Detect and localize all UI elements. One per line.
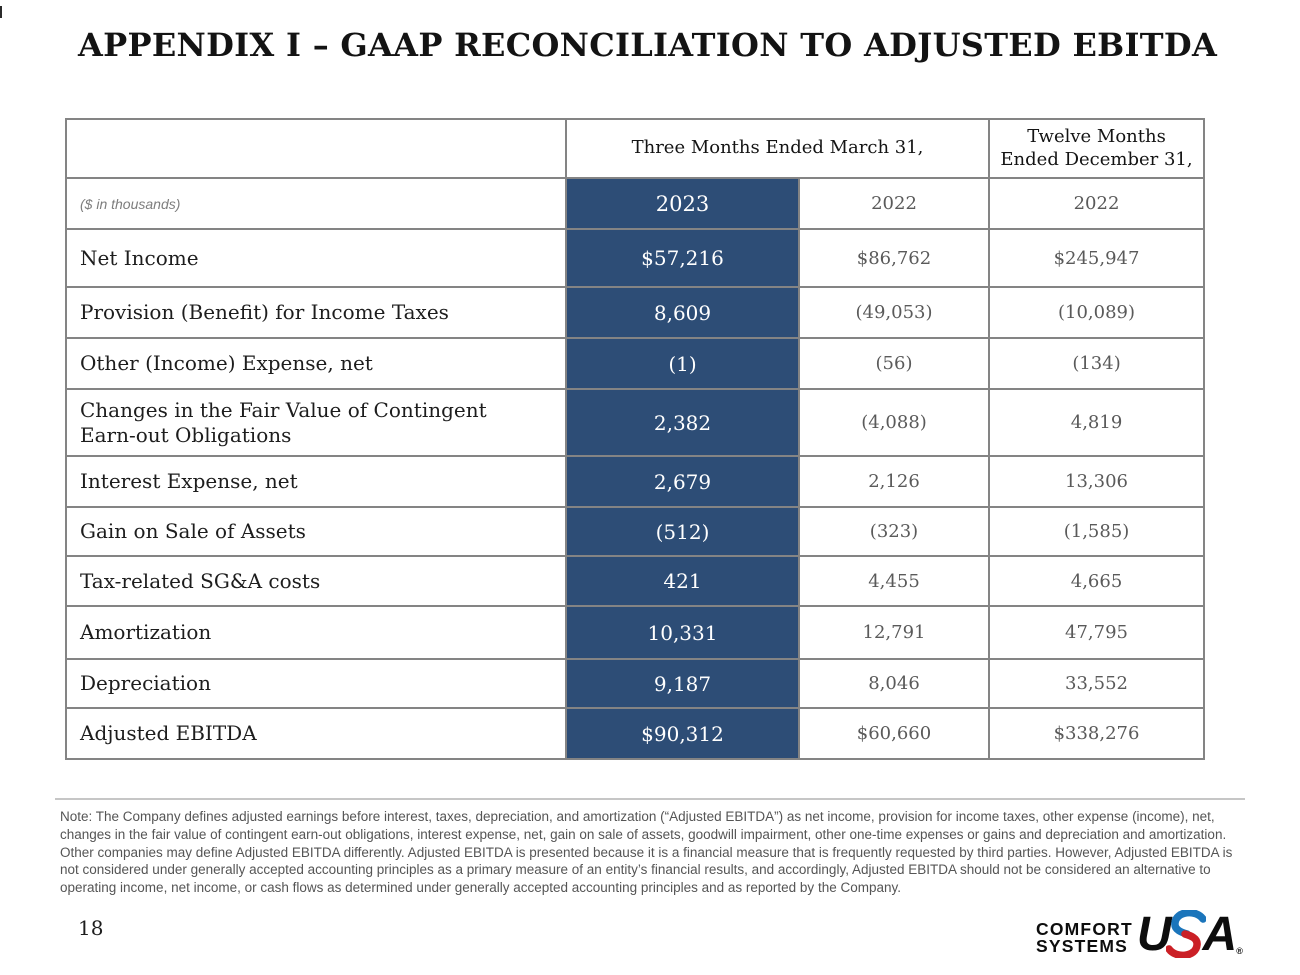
- footnote-text: Note: The Company defines adjusted earni…: [60, 809, 1233, 896]
- row-label: Other (Income) Expense, net: [65, 337, 567, 390]
- value-2023: 2,679: [565, 455, 800, 508]
- logo-wordmark: COMFORT SYSTEMS: [1036, 915, 1133, 956]
- value-2022-q1: $86,762: [797, 228, 991, 288]
- row-label: Tax-related SG&A costs: [65, 555, 567, 607]
- logo-word-comfort: COMFORT: [1036, 919, 1133, 940]
- value-2022-q1: (56): [797, 337, 991, 390]
- value-2023: $90,312: [565, 707, 800, 760]
- logo-word-systems: SYSTEMS: [1036, 936, 1129, 956]
- value-2023: 8,609: [565, 286, 800, 339]
- registered-trademark-symbol: ®: [1236, 946, 1243, 956]
- usa-s-swoosh-icon: [1165, 910, 1206, 958]
- row-label: Provision (Benefit) for Income Taxes: [65, 286, 567, 339]
- col-header-twelve-months: Twelve Months Ended December 31,: [988, 118, 1206, 179]
- row-label: Net Income: [65, 228, 567, 288]
- value-2022-twelve: $245,947: [988, 228, 1206, 288]
- table-year-row: ($ in thousands) 2023 2022 2022: [65, 177, 1206, 230]
- row-label: Amortization: [65, 605, 567, 660]
- value-2022-twelve: $338,276: [988, 707, 1206, 760]
- footnote-divider: [55, 798, 1245, 800]
- table-row: Gain on Sale of Assets (512) (323) (1,58…: [65, 506, 1206, 557]
- value-2022-q1: 8,046: [797, 658, 991, 709]
- value-2023: 2,382: [565, 388, 800, 457]
- page-title: APPENDIX I – GAAP RECONCILIATION TO ADJU…: [78, 26, 1218, 64]
- value-2022-q1: 2,126: [797, 455, 991, 508]
- comfort-systems-usa-logo: COMFORT SYSTEMS U A ®: [1036, 910, 1243, 960]
- gaap-reconciliation-table: Three Months Ended March 31, Twelve Mont…: [65, 118, 1206, 760]
- value-2022-twelve: (134): [988, 337, 1206, 390]
- value-2023: (512): [565, 506, 800, 557]
- value-2022-twelve: (1,585): [988, 506, 1206, 557]
- table-header-row: Three Months Ended March 31, Twelve Mont…: [65, 118, 1206, 179]
- year-2022-q1-header: 2022: [797, 177, 991, 230]
- value-2022-q1: 4,455: [797, 555, 991, 607]
- logo-usa-a: A: [1202, 908, 1238, 961]
- value-2022-twelve: 4,665: [988, 555, 1206, 607]
- value-2022-q1: (49,053): [797, 286, 991, 339]
- table-row: Other (Income) Expense, net (1) (56) (13…: [65, 337, 1206, 390]
- page-number: 18: [78, 916, 104, 940]
- table-row: Net Income $57,216 $86,762 $245,947: [65, 228, 1206, 288]
- table-row: Tax-related SG&A costs 421 4,455 4,665: [65, 555, 1206, 607]
- value-2022-twelve: 47,795: [988, 605, 1206, 660]
- value-2022-twelve: (10,089): [988, 286, 1206, 339]
- value-2022-q1: $60,660: [797, 707, 991, 760]
- col-header-three-months: Three Months Ended March 31,: [564, 118, 991, 179]
- row-label: Interest Expense, net: [65, 455, 567, 508]
- row-label: Adjusted EBITDA: [65, 707, 567, 760]
- table-row: Amortization 10,331 12,791 47,795: [65, 605, 1206, 660]
- table-row: Adjusted EBITDA $90,312 $60,660 $338,276: [65, 707, 1206, 760]
- value-2022-q1: (4,088): [797, 388, 991, 457]
- year-2023-header: 2023: [565, 177, 800, 230]
- value-2022-twelve: 13,306: [988, 455, 1206, 508]
- table-row: Interest Expense, net 2,679 2,126 13,306: [65, 455, 1206, 508]
- value-2023: $57,216: [565, 228, 800, 288]
- value-2022-q1: 12,791: [797, 605, 991, 660]
- row-label: Depreciation: [65, 658, 567, 709]
- slide-edge-artifact: [0, 6, 2, 18]
- value-2022-twelve: 33,552: [988, 658, 1206, 709]
- header-empty-cell: [65, 118, 567, 179]
- value-2023: 9,187: [565, 658, 800, 709]
- table-row: Provision (Benefit) for Income Taxes 8,6…: [65, 286, 1206, 339]
- logo-usa-block: U A ®: [1137, 910, 1243, 960]
- value-2022-q1: (323): [797, 506, 991, 557]
- value-2023: 10,331: [565, 605, 800, 660]
- year-2022-twelve-header: 2022: [988, 177, 1206, 230]
- unit-note: ($ in thousands): [65, 177, 567, 230]
- value-2023: 421: [565, 555, 800, 607]
- table-row: Depreciation 9,187 8,046 33,552: [65, 658, 1206, 709]
- value-2022-twelve: 4,819: [988, 388, 1206, 457]
- value-2023: (1): [565, 337, 800, 390]
- row-label: Gain on Sale of Assets: [65, 506, 567, 557]
- table-row: Changes in the Fair Value of Contingent …: [65, 388, 1206, 457]
- row-label: Changes in the Fair Value of Contingent …: [65, 388, 567, 457]
